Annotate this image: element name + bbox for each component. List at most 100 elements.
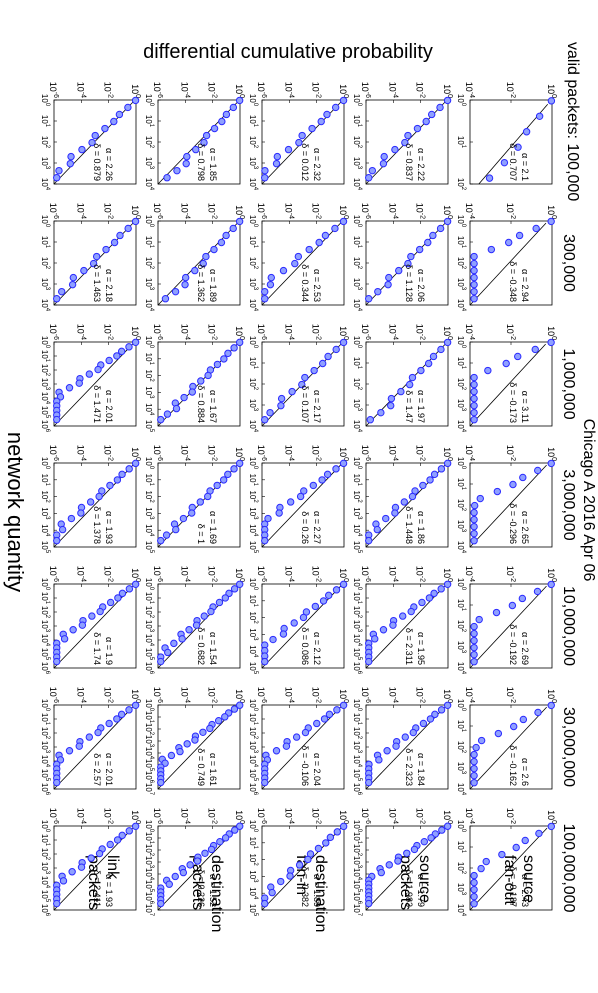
x-tick-label: 101 xyxy=(40,474,50,487)
data-point xyxy=(277,401,285,410)
data-point xyxy=(324,352,332,361)
x-tick-label: 101 xyxy=(352,236,362,249)
data-point xyxy=(113,352,121,360)
y-tick-label: 10-4 xyxy=(75,82,86,98)
x-tick-label: 103 xyxy=(456,520,466,533)
x-tick-label: 104 xyxy=(248,420,258,433)
y-tick-label: 10-2 xyxy=(207,203,218,219)
data-point xyxy=(207,845,216,854)
data-point xyxy=(547,580,555,589)
y-tick-label: 10-4 xyxy=(283,82,294,98)
x-tick-label: 105 xyxy=(248,541,258,554)
y-tick-label: 10-2 xyxy=(207,445,218,461)
data-point xyxy=(58,287,66,296)
y-tick-label: 10-4 xyxy=(283,687,294,703)
data-point xyxy=(279,266,288,275)
data-point xyxy=(333,706,341,714)
y-tick-label: 10-6 xyxy=(360,324,371,340)
data-point xyxy=(302,608,311,616)
data-point xyxy=(273,152,282,161)
data-point xyxy=(408,373,417,382)
data-point xyxy=(519,715,528,724)
data-point xyxy=(88,612,96,620)
data-point xyxy=(301,728,310,737)
y-tick-label: 10-4 xyxy=(179,203,190,219)
data-point xyxy=(424,238,432,247)
data-point xyxy=(470,408,478,417)
data-point xyxy=(409,728,417,737)
x-tick-label: 101 xyxy=(248,474,258,487)
data-point xyxy=(368,166,377,175)
x-tick-label: 102 xyxy=(144,844,154,857)
x-tick-label: 105 xyxy=(144,420,154,433)
data-point xyxy=(296,492,305,501)
y-tick-label: 10-2 xyxy=(505,566,516,582)
x-tick-label: 102 xyxy=(248,257,258,270)
panel-frame xyxy=(365,825,449,911)
data-point xyxy=(429,352,438,361)
x-tick-label: 100 xyxy=(456,215,466,228)
data-point xyxy=(492,608,501,617)
data-point xyxy=(78,621,87,629)
data-point xyxy=(331,224,339,233)
y-tick-label: 10-2 xyxy=(311,324,322,340)
y-tick-label: 100 xyxy=(338,205,349,219)
data-point xyxy=(373,525,381,534)
data-point xyxy=(215,598,224,607)
data-point xyxy=(196,498,204,506)
y-tick-label: 10-4 xyxy=(75,445,86,461)
y-tick-label: 100 xyxy=(234,326,245,340)
x-tick-label: 101 xyxy=(144,832,154,845)
data-point xyxy=(165,880,173,888)
y-tick-label: 10-4 xyxy=(75,203,86,219)
data-point xyxy=(424,359,433,368)
x-tick-label: 104 xyxy=(352,299,362,312)
delta-label: δ = 2.57 xyxy=(92,753,102,786)
x-tick-label: 102 xyxy=(248,853,258,866)
x-tick-label: 100 xyxy=(40,94,50,107)
delta-label: δ = 0.837 xyxy=(404,143,414,181)
x-tick-label: 102 xyxy=(456,378,466,391)
data-point xyxy=(231,826,239,834)
data-point xyxy=(69,626,77,634)
data-point xyxy=(188,388,197,396)
y-tick-label: 10-6 xyxy=(152,808,163,824)
delta-label: δ = -0.192 xyxy=(508,624,518,665)
x-tick-label: 102 xyxy=(352,136,362,149)
y-tick-label: 10-6 xyxy=(152,566,163,582)
y-tick-label: 10-4 xyxy=(179,687,190,703)
x-tick-label: 101 xyxy=(456,599,466,612)
data-point xyxy=(383,747,391,755)
fit-line xyxy=(469,464,547,548)
data-point xyxy=(430,589,438,598)
x-tick-label: 104 xyxy=(248,887,258,900)
y-tick-label: 10-4 xyxy=(387,82,398,98)
delta-label: δ = 0.107 xyxy=(300,385,310,423)
x-tick-label: 107 xyxy=(144,904,154,917)
data-point xyxy=(500,158,509,167)
data-point xyxy=(419,481,427,490)
data-point xyxy=(493,487,502,496)
data-point xyxy=(472,743,480,752)
x-tick-label: 102 xyxy=(40,606,50,619)
y-tick-label: 100 xyxy=(234,84,245,98)
y-tick-label: 100 xyxy=(546,84,557,98)
data-point xyxy=(470,501,479,510)
data-point xyxy=(437,345,445,354)
y-tick-label: 10-4 xyxy=(179,808,190,824)
data-point xyxy=(230,705,239,713)
alpha-label: α = 2.6 xyxy=(520,758,530,786)
x-tick-label: 100 xyxy=(352,820,362,833)
y-tick-label: 10-4 xyxy=(387,445,398,461)
data-point xyxy=(261,174,269,182)
data-point xyxy=(230,585,239,593)
y-tick-label: 10-6 xyxy=(360,566,371,582)
data-point xyxy=(171,872,179,881)
x-tick-label: 103 xyxy=(456,762,466,775)
y-tick-label: 10-2 xyxy=(103,203,114,219)
